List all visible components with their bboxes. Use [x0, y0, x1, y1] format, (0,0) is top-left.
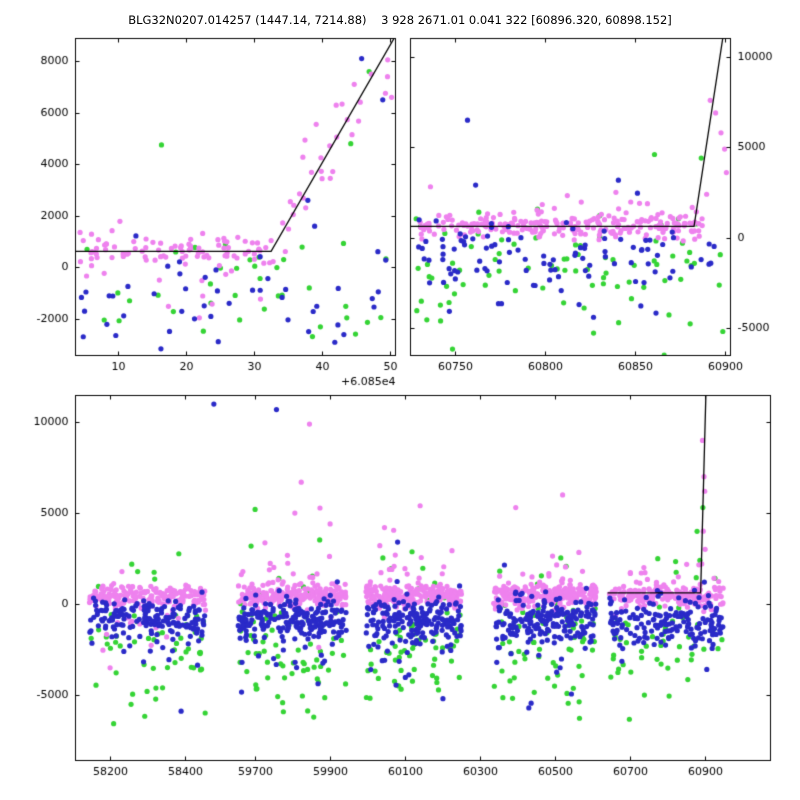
matplotlib-figure: BLG32N0207.014257 (1447.14, 7214.88) 3 9…: [0, 0, 800, 800]
chart-canvas: [0, 0, 800, 800]
